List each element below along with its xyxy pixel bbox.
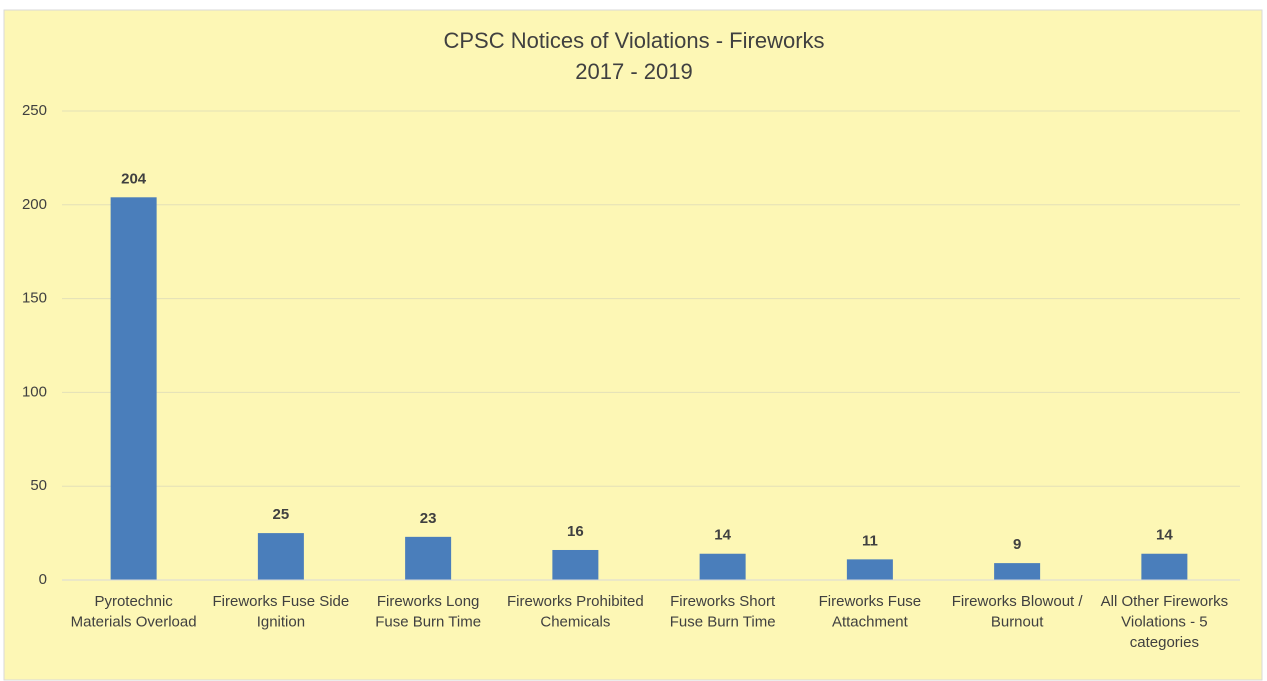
label-line: Pyrotechnic [94,593,173,610]
x-tick-label: Fireworks Fuse Attachment [819,593,922,631]
y-tick-label: 150 [22,290,47,307]
bar [1141,553,1188,580]
chart-title: CPSC Notices of Violations - Fireworks [443,28,824,53]
data-label: 14 [1156,527,1173,544]
label-line: Fuse Burn Time [670,613,776,630]
bar [699,553,746,580]
x-tick-label: Pyrotechnic Materials Overload [71,593,197,631]
label-line: Fuse Burn Time [375,613,481,630]
y-tick-label: 250 [22,102,47,119]
y-tick-label: 0 [39,571,47,588]
bar [405,536,452,580]
label-line: Violations - 5 [1121,613,1207,630]
label-line: Materials Overload [71,613,197,630]
label-line: Fireworks Fuse Side [213,593,350,610]
x-tick-label: Fireworks Short Fuse Burn Time [670,593,776,631]
x-tick-label: Fireworks Fuse Side Ignition [213,593,350,631]
bar [552,549,599,580]
label-line: categories [1130,634,1199,651]
y-tick-label: 200 [22,196,47,213]
data-label: 11 [862,532,878,549]
chart-subtitle: 2017 - 2019 [575,59,692,84]
label-line: Burnout [991,613,1044,630]
y-tick-label: 50 [30,477,47,494]
label-line: Attachment [832,613,909,630]
bar [994,563,1041,580]
data-label: 204 [121,170,147,187]
bar [257,533,304,580]
x-tick-label: Fireworks Long Fuse Burn Time [375,593,481,631]
x-tick-label: All Other Fireworks Violations - 5 categor… [1101,593,1229,651]
data-label: 23 [420,510,437,527]
label-line: Ignition [257,613,305,630]
label-line: Fireworks Prohibited [507,593,644,610]
data-label: 9 [1013,536,1021,553]
data-label: 16 [567,523,584,540]
data-label: 14 [714,527,731,544]
x-tick-label: Fireworks Prohibited Chemicals [507,593,644,631]
bar [110,197,157,580]
label-line: Fireworks Blowout / [952,593,1084,610]
label-line: Fireworks Long [377,593,480,610]
label-line: All Other Fireworks [1101,593,1229,610]
chart-background [3,9,1263,681]
label-line: Fireworks Short [670,593,776,610]
x-tick-label: Fireworks Blowout / Burnout [952,593,1084,631]
data-label: 25 [273,506,290,523]
bar [846,559,893,580]
y-tick-label: 100 [22,383,47,400]
label-line: Chemicals [540,613,610,630]
label-line: Fireworks Fuse [819,593,922,610]
